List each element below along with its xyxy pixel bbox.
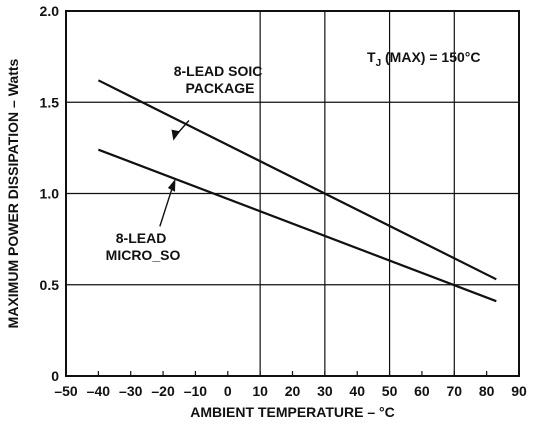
x-axis-title: AMBIENT TEMPERATURE – °C [190,404,394,420]
micro-so-leader-line [159,185,174,227]
x-tick-label: 20 [285,383,301,399]
condition-rest: (MAX) = 150°C [381,49,480,65]
y-axis-title: MAXIMUM POWER DISSIPATION – Watts [5,58,21,328]
x-tick-label: 0 [224,383,232,399]
soic-package-label: 8-LEAD SOIC PACKAGE [174,63,267,96]
soic-label-line-1: 8-LEAD SOIC [174,63,263,79]
micro-label-line-2: MICRO_SO [106,247,181,263]
x-tick-label: –40 [87,383,111,399]
micro-so-label: 8-LEAD MICRO_SO [106,230,181,263]
x-tick-label: 70 [446,383,462,399]
x-tick-label: 40 [349,383,365,399]
y-tick-label: 1.0 [40,186,60,202]
y-tick-label: 0.5 [40,277,60,293]
x-tick-label: 90 [511,383,527,399]
soic-series-line [97,79,497,281]
micro-so-arrow-head [167,178,176,192]
x-tick-label: –10 [184,383,208,399]
x-tick-label: 50 [382,383,398,399]
micro-so-series-line [98,148,497,303]
junction-temperature-note: TJ (MAX) = 150°C [367,49,480,69]
annotations [159,120,190,227]
x-tick-label: –30 [119,383,143,399]
x-tick-label: –50 [54,383,78,399]
y-tick-label: 1.5 [40,94,60,110]
grid-lines [66,11,519,376]
soic-arrow-head [171,129,181,141]
y-tick-label: 0 [51,368,59,384]
axis-labels: 0 0.5 1.0 1.5 2.0 –50 –40 –30 –20 –10 0 10 20 30 40 50 6… [40,3,527,399]
tick-marks [65,371,520,376]
y-tick-label: 2.0 [40,3,60,19]
x-tick-label: 80 [479,383,495,399]
x-tick-label: 30 [317,383,333,399]
x-tick-label: 10 [252,383,268,399]
x-tick-label: –20 [151,383,175,399]
data-series [97,79,497,303]
soic-label-line-2: PACKAGE [186,80,255,96]
condition-t: T [367,49,376,65]
micro-label-line-1: 8-LEAD [116,230,167,246]
condition-subscript: J [376,58,382,69]
x-tick-label: 60 [414,383,430,399]
